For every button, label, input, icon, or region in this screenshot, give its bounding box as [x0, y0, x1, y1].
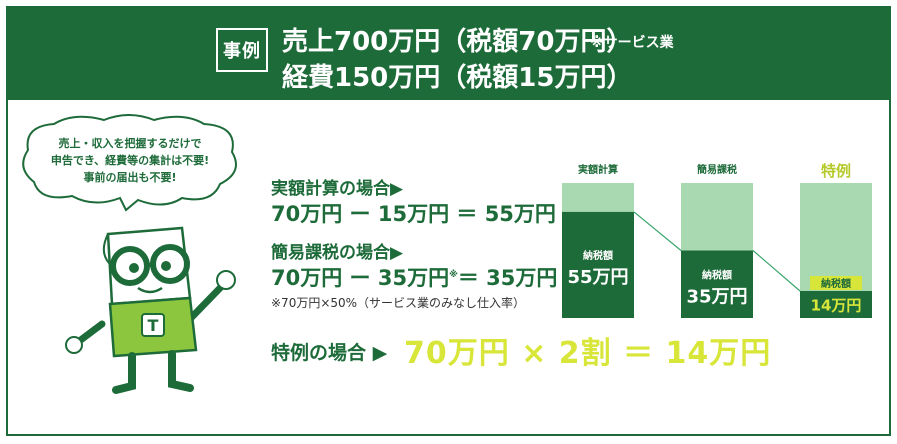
chart-connector-line: [633, 211, 682, 251]
header-line-expenses: 経費150万円（税額15万円）: [282, 63, 633, 93]
special-formula: 70万円 × 2割 ＝ 14万円: [404, 336, 772, 371]
chart-value-label: 35万円: [686, 286, 747, 307]
actual-calc-formula: 70万円 ー 15万円 ＝ 55万円: [271, 202, 556, 226]
actual-calc-label: 実額計算の場合▶: [271, 179, 404, 199]
chart-label-highlight: [810, 276, 862, 290]
example-header: [8, 8, 889, 100]
header-line-sales: 売上700万円（税額70万円）: [282, 27, 633, 57]
chart-bar-label: 納税額: [702, 268, 732, 281]
chart-tax-bar: [681, 250, 753, 318]
simplified-formula-a: 70万円 ー 35万円: [271, 266, 450, 290]
speech-bubble: [22, 114, 237, 212]
header-note: ※サービス業: [590, 35, 674, 51]
mascot-shirt-letter: T: [148, 316, 159, 335]
chart-category-label: 実額計算: [578, 163, 618, 176]
chart-bar-label: 納税額: [583, 249, 613, 262]
bubble-line-1: 売上・収入を把握するだけで: [58, 137, 202, 150]
chart-bar-label: 納税額: [821, 277, 851, 290]
chart-category-label: 簡易課税: [697, 163, 737, 176]
simplified-note: ※70万円×50%（サービス業のみなし仕入率）: [271, 296, 526, 310]
example-badge: 事例: [216, 28, 268, 72]
chart-value-label: 14万円: [811, 297, 862, 315]
chart-tax-bar: [562, 211, 634, 318]
bubble-line-3: 事前の届出も不要!: [83, 171, 177, 184]
simplified-formula: 70万円 ー 35万円※＝ 35万円: [271, 262, 557, 292]
chart-category-label: 特例: [821, 162, 851, 180]
bubble-line-2: 申告でき、経費等の集計は不要!: [50, 154, 210, 167]
chart-connector-line: [752, 250, 801, 292]
simplified-formula-b: ＝ 35万円: [457, 266, 558, 290]
chart-tax-bar: [800, 291, 872, 318]
simplified-formula-mark: ※: [449, 270, 458, 280]
simplified-label: 簡易課税の場合▶: [271, 243, 404, 263]
special-label: 特例の場合 ▶: [271, 342, 388, 364]
chart-value-label: 55万円: [567, 267, 628, 288]
mascot-illustration: T: [65, 226, 236, 394]
